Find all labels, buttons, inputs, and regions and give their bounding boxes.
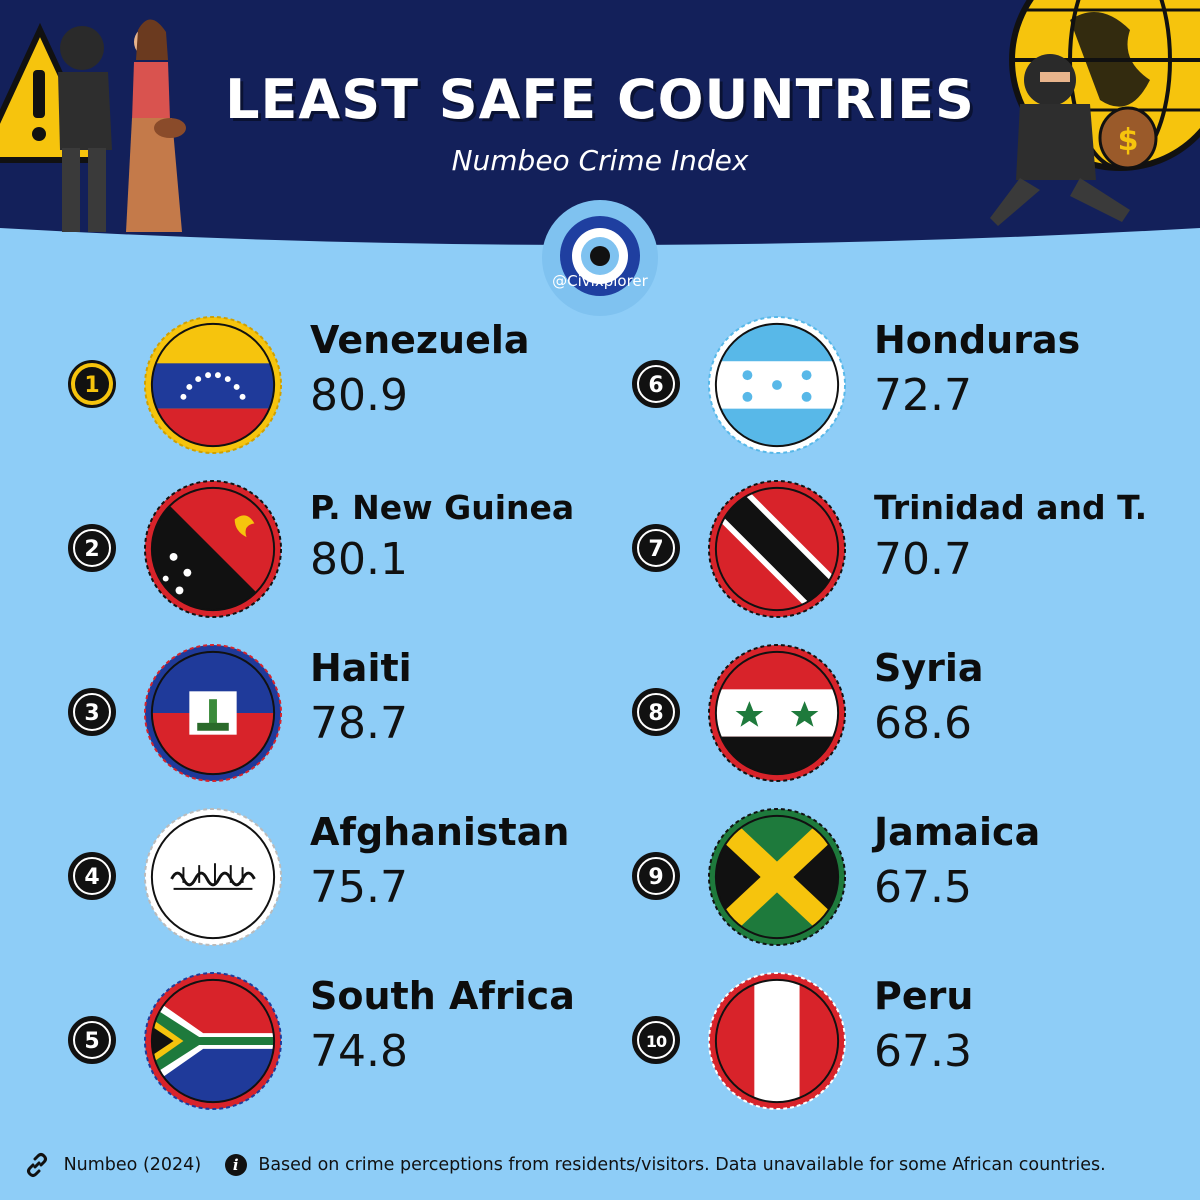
link-icon [27, 1153, 47, 1177]
papua-new-guinea-flag-icon [144, 480, 282, 618]
country-name: P. New Guinea [310, 488, 575, 527]
list-item: 5 South Africa 74.8 [68, 972, 628, 1122]
country-name: Peru [874, 974, 974, 1018]
crime-index-value: 67.5 [874, 862, 972, 913]
rank-badge: 3 [68, 688, 116, 736]
haiti-flag-icon [144, 644, 282, 782]
crime-index-value: 74.8 [310, 1026, 408, 1077]
jamaica-flag-icon [708, 808, 846, 946]
crime-index-value: 80.1 [310, 534, 408, 585]
country-name: Honduras [874, 318, 1081, 362]
trinidad-and-tobago-flag-icon [708, 480, 846, 618]
country-name: Venezuela [310, 318, 530, 362]
info-icon: i [224, 1154, 247, 1176]
rank-badge: 2 [68, 524, 116, 572]
list-item: 6 Honduras 72.7 [632, 316, 1192, 466]
author-handle: @Civixplorer [552, 272, 648, 290]
crime-index-value: 72.7 [874, 370, 972, 421]
country-name: Syria [874, 646, 984, 690]
evil-eye-logo-icon [542, 200, 658, 316]
list-item: 9 Jamaica 67.5 [632, 808, 1192, 958]
list-item: 10 Peru 67.3 [632, 972, 1192, 1122]
crime-index-value: 75.7 [310, 862, 408, 913]
list-item: 4 Afghanistan 75.7 [68, 808, 628, 958]
crime-index-value: 70.7 [874, 534, 972, 585]
country-name: South Africa [310, 974, 575, 1018]
country-name: Haiti [310, 646, 412, 690]
list-item: 8 Syria 68.6 [632, 644, 1192, 794]
svg-text:$: $ [1118, 123, 1139, 158]
list-item: 2 P. New Guinea 80.1 [68, 480, 628, 630]
rank-badge: 8 [632, 688, 680, 736]
rank-badge: 6 [632, 360, 680, 408]
rank-badge: 7 [632, 524, 680, 572]
peru-flag-icon [708, 972, 846, 1110]
country-name: Afghanistan [310, 810, 570, 854]
venezuela-flag-icon [144, 316, 282, 454]
list-item: 3 Haiti 78.7 [68, 644, 628, 794]
source-text: Numbeo (2024) [63, 1155, 202, 1175]
crime-index-value: 67.3 [874, 1026, 972, 1077]
south-africa-flag-icon [144, 972, 282, 1110]
list-item: 7 Trinidad and T. 70.7 [632, 480, 1192, 630]
pickpocket-warning-icon [0, 19, 186, 232]
header-band [0, 0, 1200, 245]
country-name: Jamaica [874, 810, 1041, 854]
list-item: 1 Venezuela 80.9 [68, 316, 628, 466]
footer: Numbeo (2024) i Based on crime perceptio… [24, 1152, 1184, 1182]
syria-flag-icon [708, 644, 846, 782]
crime-index-value: 80.9 [310, 370, 408, 421]
note-text: Based on crime perceptions from resident… [258, 1155, 1106, 1175]
thief-globe-icon: $ [990, 0, 1200, 226]
rank-badge: 5 [68, 1016, 116, 1064]
afghanistan-flag-icon [144, 808, 282, 946]
crime-index-value: 78.7 [310, 698, 408, 749]
rank-badge: 4 [68, 852, 116, 900]
rank-badge: 10 [632, 1016, 680, 1064]
rank-badge: 1 [68, 360, 116, 408]
rank-badge: 9 [632, 852, 680, 900]
page-subtitle: Numbeo Crime Index [451, 144, 749, 177]
country-name: Trinidad and T. [874, 488, 1148, 527]
page-title: LEAST SAFE COUNTRIES [225, 68, 975, 131]
crime-index-value: 68.6 [874, 698, 972, 749]
honduras-flag-icon [708, 316, 846, 454]
